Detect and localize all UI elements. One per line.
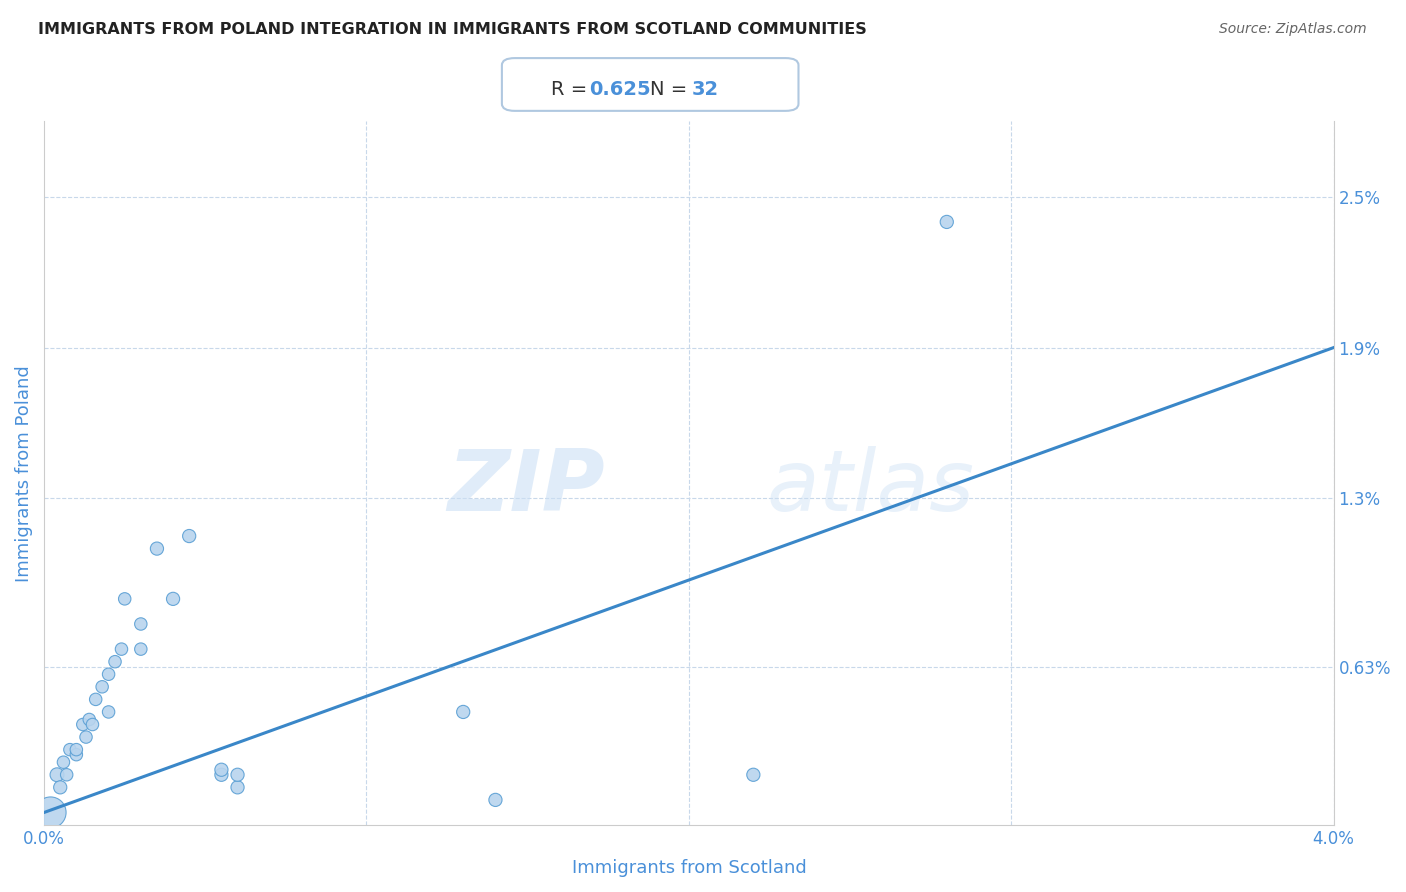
Text: 0.625: 0.625: [589, 80, 651, 99]
X-axis label: Immigrants from Scotland: Immigrants from Scotland: [571, 859, 806, 877]
Point: [52, 755, 75, 769]
Point: [742, 768, 765, 782]
Point: [46, 768, 69, 782]
Point: [226, 768, 249, 782]
Point: [129, 617, 152, 632]
Point: [91, 680, 114, 694]
Text: R =: R =: [551, 80, 593, 99]
Point: [129, 642, 152, 657]
Point: [72, 717, 94, 731]
Point: [82, 717, 104, 731]
Text: Source: ZipAtlas.com: Source: ZipAtlas.com: [1219, 22, 1367, 37]
Point: [65, 742, 87, 756]
Point: [226, 780, 249, 795]
Point: [451, 705, 474, 719]
Point: [84, 692, 107, 706]
Point: [162, 591, 184, 606]
Point: [59, 742, 82, 756]
Point: [65, 747, 87, 762]
Text: ZIP: ZIP: [447, 446, 605, 529]
Point: [97, 667, 120, 681]
Point: [146, 541, 169, 556]
Point: [97, 705, 120, 719]
Point: [484, 793, 506, 807]
FancyBboxPatch shape: [502, 58, 799, 111]
Point: [209, 768, 232, 782]
Text: atlas: atlas: [766, 446, 974, 529]
Point: [75, 730, 97, 744]
Point: [77, 713, 100, 727]
Point: [49, 780, 72, 795]
Text: N =: N =: [650, 80, 693, 99]
Point: [179, 529, 201, 543]
Text: IMMIGRANTS FROM POLAND INTEGRATION IN IMMIGRANTS FROM SCOTLAND COMMUNITIES: IMMIGRANTS FROM POLAND INTEGRATION IN IM…: [38, 22, 866, 37]
Point: [209, 763, 232, 777]
Y-axis label: Immigrants from Poland: Immigrants from Poland: [15, 365, 32, 582]
Point: [935, 215, 957, 229]
Text: 32: 32: [692, 80, 718, 99]
Point: [39, 805, 62, 820]
Point: [114, 591, 136, 606]
Point: [104, 655, 127, 669]
Point: [55, 768, 77, 782]
Point: [110, 642, 132, 657]
